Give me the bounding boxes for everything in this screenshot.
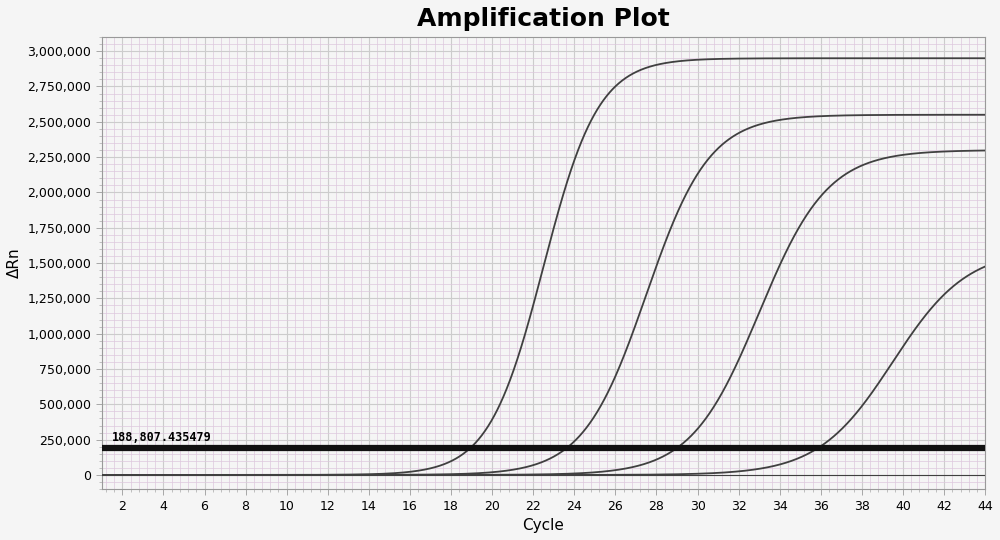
Text: 188,807.435479: 188,807.435479	[112, 430, 212, 443]
X-axis label: Cycle: Cycle	[523, 518, 564, 533]
Title: Amplification Plot: Amplification Plot	[417, 7, 670, 31]
Y-axis label: ΔRn: ΔRn	[7, 248, 22, 279]
